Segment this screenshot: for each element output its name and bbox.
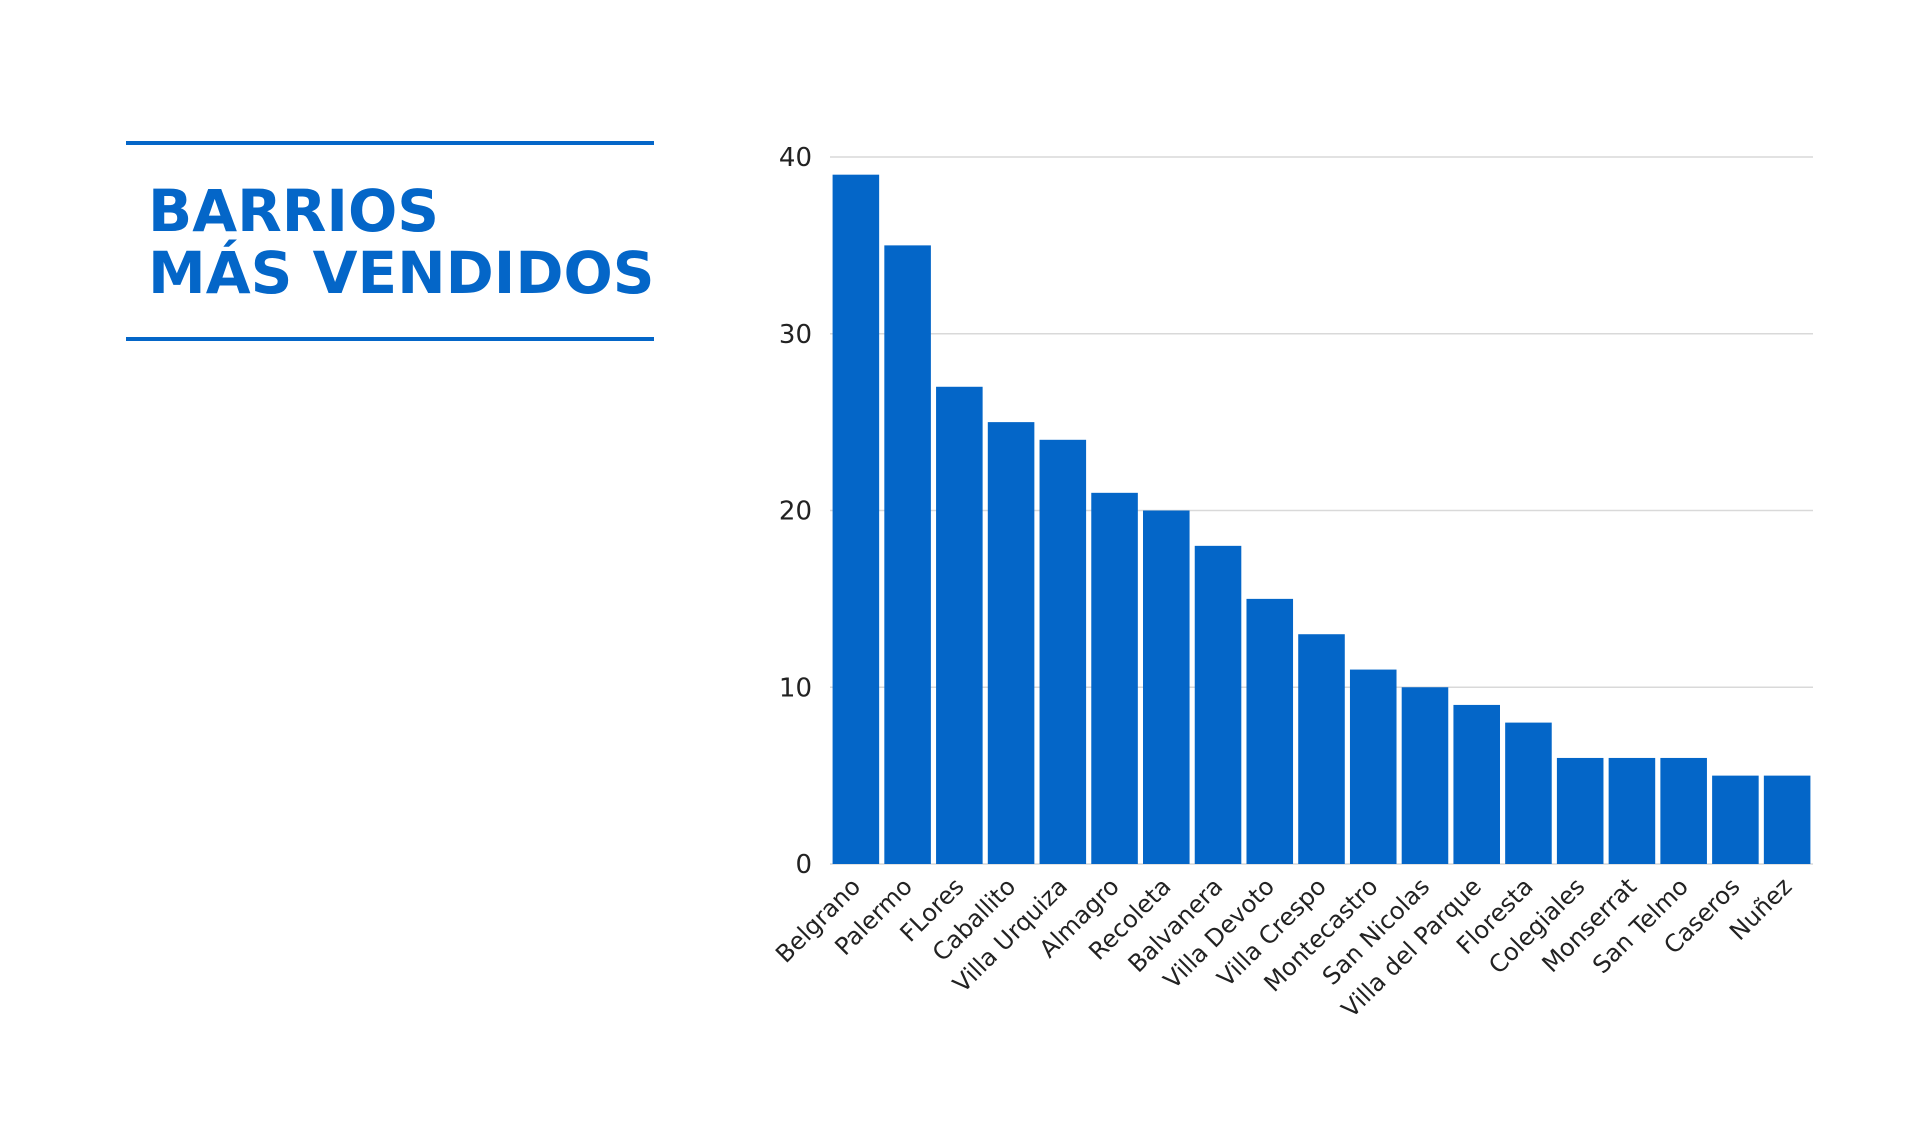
bar: [1505, 722, 1552, 864]
title-line-1: BARRIOS: [148, 177, 440, 245]
bar: [1660, 757, 1707, 864]
y-tick-label: 10: [779, 673, 812, 703]
bar: [1453, 704, 1500, 864]
y-tick-label: 0: [795, 850, 812, 880]
bar: [1143, 510, 1190, 864]
bar: [1608, 757, 1656, 864]
bar: [832, 174, 880, 865]
bar: [1194, 545, 1242, 864]
bar: [1091, 492, 1138, 864]
bar: [1556, 757, 1604, 864]
bar: [936, 386, 983, 864]
y-tick-label: 20: [779, 497, 812, 527]
page-title: BARRIOS MÁS VENDIDOS: [148, 180, 655, 304]
title-bottom-rule: [126, 337, 654, 341]
bar: [1246, 598, 1294, 864]
bar: [884, 245, 931, 864]
bar: [1763, 775, 1811, 864]
bar: [1298, 634, 1345, 864]
bar: [1712, 775, 1759, 864]
bar: [987, 422, 1035, 864]
y-tick-label: 30: [779, 320, 812, 350]
y-tick-label: 40: [779, 143, 812, 173]
bar: [1401, 687, 1449, 864]
title-top-rule: [126, 141, 654, 145]
bar: [1039, 439, 1087, 864]
title-line-2: MÁS VENDIDOS: [148, 239, 655, 307]
bar: [1349, 669, 1397, 864]
